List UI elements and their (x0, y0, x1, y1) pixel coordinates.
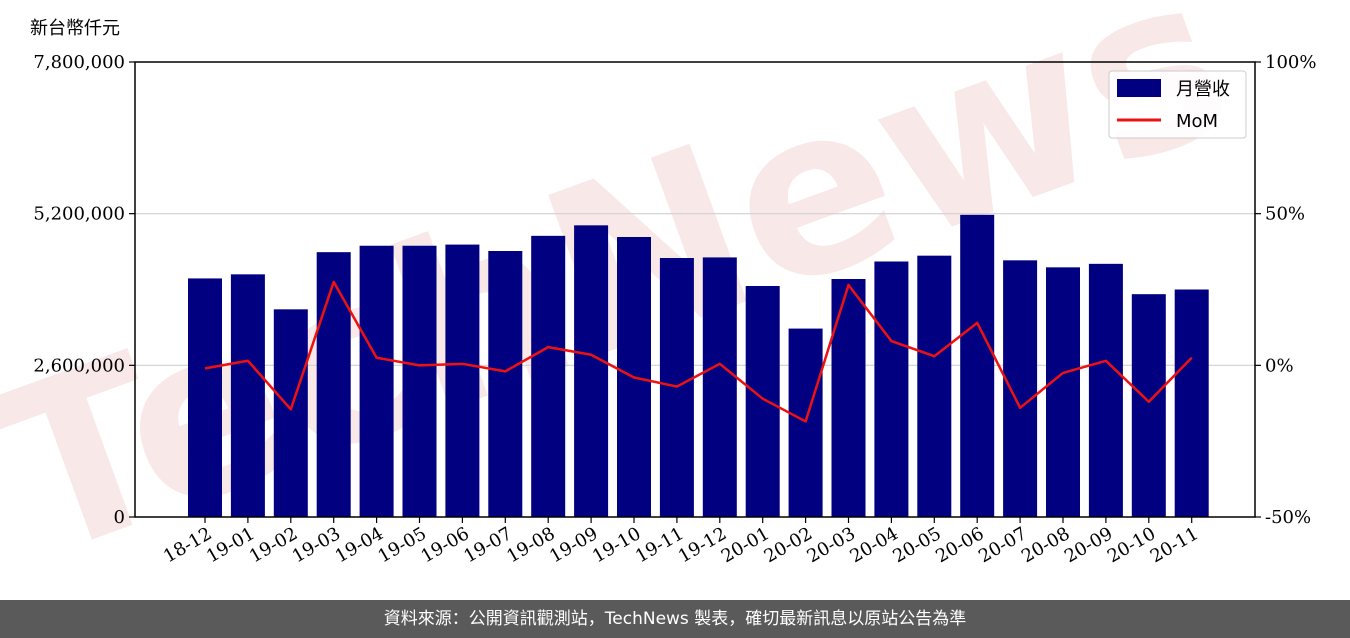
left-tick-label-1: 2,600,000 (33, 355, 125, 376)
bar-20-02 (788, 328, 823, 517)
x-tick-label-20-06: 20-06 (932, 523, 987, 567)
x-tick-label-20-02: 20-02 (761, 523, 816, 567)
x-tick-label-19-08: 19-08 (503, 523, 558, 567)
legend-label-mom: MoM (1176, 111, 1218, 132)
left-tick-label-3: 7,800,000 (33, 52, 125, 73)
x-tick-label-19-10: 19-10 (589, 523, 644, 567)
legend-swatch-bar (1117, 79, 1161, 97)
plot-frame (134, 61, 1256, 518)
x-tick-label-20-01: 20-01 (718, 523, 773, 567)
left-y-axis: 0 2,600,000 5,200,000 7,800,000 (33, 52, 135, 528)
left-tick-label-2: 5,200,000 (33, 204, 125, 225)
bar-18-12 (188, 278, 222, 517)
right-tick-label-3: 100% (1265, 52, 1316, 73)
legend-label-revenue: 月營收 (1176, 79, 1230, 100)
right-tick-label-1: 0% (1265, 355, 1294, 376)
bar-19-01 (230, 274, 265, 517)
bar-19-03 (316, 252, 351, 517)
mom-line (204, 280, 1193, 423)
bar-20-08 (1046, 267, 1080, 517)
x-tick-label-19-03: 19-03 (289, 523, 344, 567)
bar-20-09 (1088, 263, 1123, 517)
x-tick-label-19-11: 19-11 (632, 523, 687, 567)
bar-19-09 (574, 225, 609, 518)
bar-20-01 (745, 286, 780, 517)
x-tick-label-20-04: 20-04 (846, 523, 901, 567)
bar-20-05 (917, 255, 952, 517)
bar-20-03 (831, 279, 866, 517)
x-tick-label-20-07: 20-07 (975, 523, 1030, 567)
bar-20-10 (1131, 294, 1166, 517)
bar-19-07 (488, 251, 523, 517)
bar-20-07 (1003, 260, 1038, 517)
mom-line-series (204, 280, 1193, 423)
bar-20-04 (874, 261, 909, 517)
x-tick-label-20-03: 20-03 (804, 523, 859, 567)
x-tick-label-19-09: 19-09 (546, 523, 601, 567)
chart-legend: 月營收 MoM (1108, 70, 1247, 139)
bar-19-12 (702, 257, 737, 517)
x-tick-label-19-06: 19-06 (417, 523, 472, 567)
x-tick-label-19-05: 19-05 (375, 523, 430, 567)
right-tick-label-2: 50% (1265, 204, 1305, 225)
bar-19-08 (531, 235, 566, 518)
y-axis-unit-label: 新台幣仟元 (30, 18, 120, 39)
right-tick-label-0: -50% (1265, 507, 1311, 528)
x-axis: 18-1219-0119-0219-0319-0419-0519-0619-07… (160, 517, 1202, 567)
x-tick-label-19-04: 19-04 (332, 523, 387, 567)
source-footer: 資料來源：公開資訊觀測站，TechNews 製表，確切最新訊息以原站公告為準 (0, 600, 1350, 638)
revenue-bars (188, 214, 1209, 518)
x-tick-label-20-11: 20-11 (1147, 523, 1202, 567)
bar-19-05 (402, 245, 437, 517)
bar-19-02 (273, 309, 308, 517)
bar-19-06 (445, 244, 480, 518)
x-tick-label-20-10: 20-10 (1104, 523, 1159, 567)
x-tick-label-20-09: 20-09 (1061, 523, 1116, 567)
bar-19-04 (359, 245, 394, 517)
left-tick-label-0: 0 (114, 507, 125, 528)
bar-20-11 (1174, 289, 1209, 517)
x-tick-label-19-07: 19-07 (460, 523, 515, 567)
bar-20-06 (960, 214, 995, 518)
x-tick-label-19-12: 19-12 (675, 523, 730, 567)
right-y-axis: -50% 0% 50% 100% (1255, 52, 1316, 528)
x-tick-label-20-05: 20-05 (889, 523, 944, 567)
x-tick-label-20-08: 20-08 (1018, 523, 1073, 567)
